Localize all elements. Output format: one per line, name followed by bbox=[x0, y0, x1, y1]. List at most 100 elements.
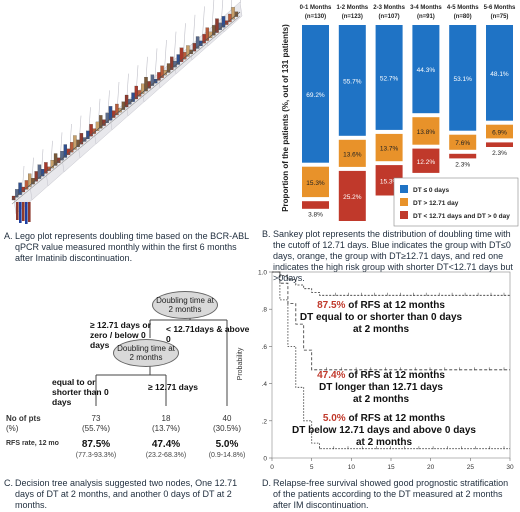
bar-segment bbox=[486, 142, 513, 147]
category-label: 2-3 Months bbox=[373, 5, 405, 11]
legend-entry: DT < 12.71 days and DT > 0 day bbox=[413, 213, 510, 220]
bar-segment bbox=[412, 148, 440, 173]
group1-n: 73 bbox=[91, 414, 101, 423]
bar-segment bbox=[486, 124, 513, 139]
lego-bar bbox=[15, 189, 19, 198]
category-label: 0-1 Months bbox=[300, 5, 332, 11]
annotation-group1-rest: of RFS at 12 months bbox=[345, 300, 445, 311]
bar-segment bbox=[338, 139, 366, 167]
x-tick-label: 5 bbox=[310, 464, 314, 471]
legend-swatch bbox=[400, 211, 408, 219]
data-label: 69.2% bbox=[306, 92, 325, 99]
x-tick-label: 30 bbox=[506, 464, 514, 471]
x-tick-label: 25 bbox=[467, 464, 475, 471]
group1-rfs: 87.5% bbox=[81, 439, 111, 450]
panel-a-letter: A. bbox=[4, 231, 13, 241]
bar-segment bbox=[302, 201, 329, 209]
tree-node-root-label: Doubling time at 2 months bbox=[156, 296, 214, 314]
lego-bar-base bbox=[25, 202, 28, 224]
x-tick-label: 0 bbox=[270, 464, 274, 471]
legend-swatch bbox=[400, 185, 408, 193]
lego-bar bbox=[118, 108, 122, 113]
lego-bar-base bbox=[16, 202, 19, 220]
group2-n: 18 bbox=[161, 414, 171, 423]
bar-segment bbox=[375, 133, 403, 162]
y-axis-label: Proportion of the patients (%, out of 13… bbox=[281, 24, 290, 212]
group2-rfs: 47.4% bbox=[151, 439, 181, 450]
group3-rfs: 5.0% bbox=[215, 439, 239, 450]
panel-c-caption: C. Decision tree analysis suggested two … bbox=[4, 478, 252, 510]
panel-a-caption: A. Lego plot represents doubling time ba… bbox=[4, 231, 252, 267]
panel-c-caption-text: Decision tree analysis suggested two nod… bbox=[15, 478, 238, 510]
group1-ci: (77.3-93.3%) bbox=[75, 452, 117, 459]
lego-bar bbox=[150, 74, 155, 86]
branch-label-left-bottom: equal to or shorter than 0 days bbox=[52, 377, 109, 407]
category-n-label: (n=91) bbox=[417, 14, 435, 20]
x-tick-label: 20 bbox=[427, 464, 435, 471]
lego-bar bbox=[105, 112, 109, 124]
survival-curves bbox=[272, 271, 510, 450]
x-tick-label: 10 bbox=[348, 464, 356, 471]
data-label: 13.8% bbox=[417, 129, 436, 136]
category-label: 1-2 Months bbox=[336, 5, 368, 11]
data-label: 7.6% bbox=[455, 140, 470, 147]
legend: DT ≤ 0 days DT > 12.71 day DT < 12.71 days… bbox=[393, 177, 519, 227]
bar-segment bbox=[449, 134, 477, 150]
group3-ci: (0.9-14.8%) bbox=[208, 452, 246, 459]
survival-curve bbox=[272, 271, 510, 371]
branch-label-right-top: < 12.71days & above 0 bbox=[166, 324, 250, 344]
panel-d-caption-text: Relapse-free survival showed good progno… bbox=[273, 478, 509, 510]
data-label: 44.3% bbox=[417, 67, 436, 74]
lego-bar-base bbox=[19, 202, 22, 223]
lego-bar-base bbox=[28, 202, 31, 222]
row-label-pts: No of pts bbox=[6, 414, 41, 423]
y-tick-label: 1.0 bbox=[258, 270, 267, 277]
y-tick-label: .6 bbox=[262, 344, 268, 351]
panel-a-caption-text: Lego plot represents doubling time based… bbox=[15, 231, 249, 263]
annotation-group3: 5.0% of RFS at 12 months DT below 12.71 … bbox=[282, 413, 486, 449]
data-label: 52.7% bbox=[380, 75, 399, 82]
bar-segment bbox=[302, 25, 329, 163]
axes: 0 .2 .4 .6 .8 1.0 0 5 10 15 20 25 30 bbox=[258, 270, 514, 472]
data-label: 13.7% bbox=[380, 146, 399, 153]
legend-swatch bbox=[400, 198, 408, 206]
data-label: 55.7% bbox=[343, 78, 362, 85]
group2-pct: (13.7%) bbox=[151, 424, 180, 433]
bar-segment bbox=[412, 25, 440, 114]
bar-segment bbox=[412, 117, 440, 145]
annotation-group2: 47.4% of RFS at 12 months DT longer than… bbox=[288, 370, 474, 406]
panel-d-letter: D. bbox=[262, 478, 271, 488]
tree-node-child: Doubling time at 2 months bbox=[113, 339, 179, 367]
lego-bar-base bbox=[22, 202, 25, 221]
bar-segment bbox=[449, 25, 477, 131]
category-n-label: (n=130) bbox=[305, 14, 326, 20]
branch-label-right-bottom: ≥ 12.71 days bbox=[148, 382, 199, 392]
annotation-group3-pct: 5.0% bbox=[322, 413, 346, 424]
data-label: 3.8% bbox=[308, 212, 323, 219]
y-axis-label: Probability bbox=[237, 347, 244, 380]
panel-d-caption: D. Relapse-free survival showed good pro… bbox=[262, 478, 518, 510]
annotation-group2-pct: 47.4% bbox=[317, 370, 346, 381]
annotation-group1-line2: DT equal to or shorter than 0 days bbox=[299, 312, 463, 323]
annotation-group3-rest: of RFS at 12 months bbox=[345, 413, 446, 424]
panel-c-letter: C. bbox=[4, 478, 13, 488]
tree-node-child-label: Doubling time at 2 months bbox=[117, 344, 175, 362]
decision-tree: Doubling time at 2 months Doubling time … bbox=[0, 280, 250, 476]
lego-bar bbox=[234, 11, 239, 17]
annotation-group2-line3: at 2 months bbox=[352, 394, 410, 405]
data-label: 25.2% bbox=[343, 194, 362, 201]
annotation-group3-line2: DT below 12.71 days and above 0 days bbox=[292, 425, 476, 436]
group3-pct: (30.5%) bbox=[212, 424, 241, 433]
y-tick-label: .2 bbox=[262, 418, 268, 425]
annotation-group2-line2: DT longer than 12.71 days bbox=[319, 382, 443, 393]
row-label-rfs: RFS rate, 12 mo bbox=[6, 440, 59, 447]
data-label: 15.3% bbox=[306, 180, 325, 187]
row-label-pts-sub: (%) bbox=[6, 424, 19, 433]
data-label: 12.2% bbox=[417, 159, 436, 166]
legend-entry: DT ≤ 0 days bbox=[413, 187, 449, 194]
data-label: 53.1% bbox=[453, 76, 472, 83]
lego-bar bbox=[195, 36, 200, 49]
panel-b-letter: B. bbox=[262, 229, 271, 239]
data-label: 48.1% bbox=[490, 71, 509, 78]
lego-bar bbox=[11, 195, 16, 201]
